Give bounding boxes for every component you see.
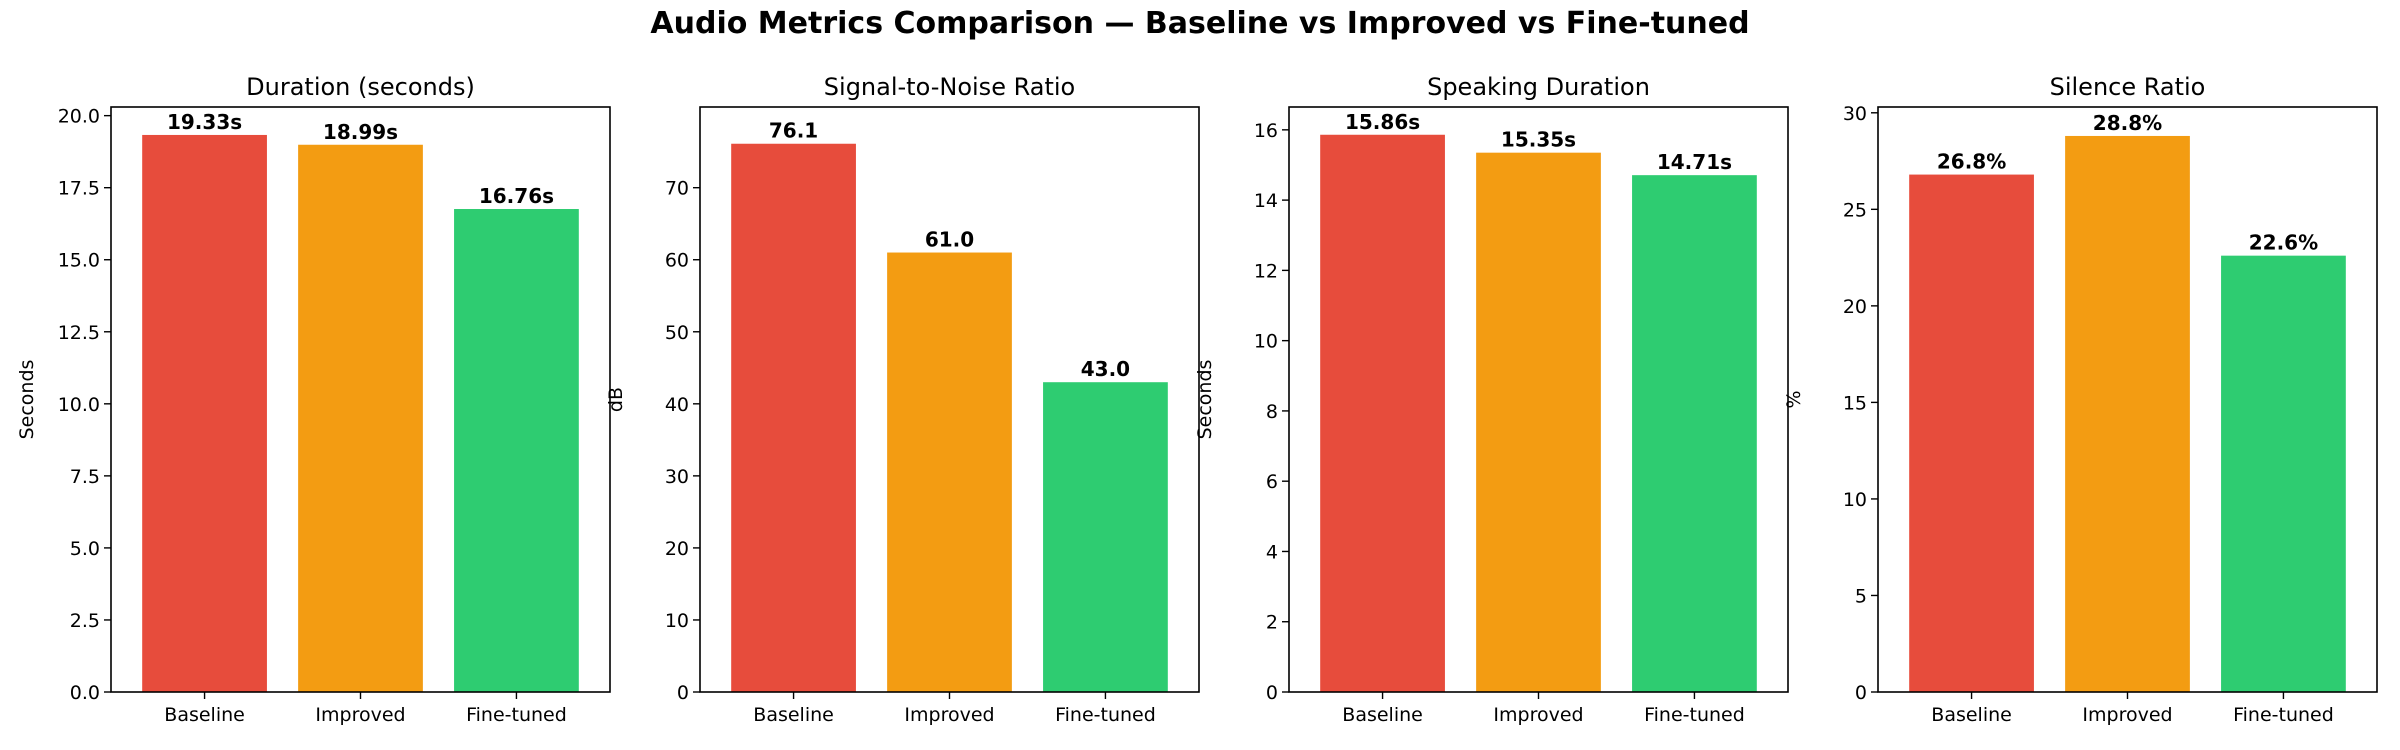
bar-value-label: 15.86s: [1345, 110, 1420, 134]
figure-title: Audio Metrics Comparison — Baseline vs I…: [650, 6, 1750, 41]
y-tick-label: 6: [1266, 471, 1278, 493]
y-tick-label: 2.5: [70, 610, 100, 632]
chart-title: Speaking Duration: [1427, 73, 1650, 101]
y-tick-label: 5: [1855, 585, 1867, 607]
y-tick-label: 15: [1843, 392, 1867, 414]
bar-value-label: 26.8%: [1937, 150, 2006, 174]
y-axis-label: Seconds: [16, 360, 38, 440]
bar-value-label: 28.8%: [2093, 111, 2162, 135]
x-tick-label: Baseline: [164, 704, 245, 726]
bar: [1909, 174, 2034, 692]
x-tick-label: Baseline: [1931, 704, 2012, 726]
y-tick-label: 25: [1843, 199, 1867, 221]
bar-value-label: 61.0: [925, 228, 974, 252]
x-tick-label: Improved: [315, 704, 405, 726]
y-tick-label: 50: [665, 322, 689, 344]
bar-value-label: 15.35s: [1501, 128, 1576, 152]
y-tick-label: 0.0: [70, 682, 100, 704]
y-axis-label: Seconds: [1194, 360, 1216, 440]
y-tick-label: 30: [1843, 103, 1867, 125]
y-tick-label: 12: [1254, 260, 1278, 282]
y-tick-label: 10: [1254, 331, 1278, 353]
bar: [1320, 134, 1445, 692]
y-tick-label: 14: [1254, 190, 1278, 212]
bar-value-label: 22.6%: [2249, 231, 2318, 255]
chart-title: Silence Ratio: [2050, 73, 2206, 101]
y-tick-label: 17.5: [58, 178, 100, 200]
chart-title: Signal-to-Noise Ratio: [824, 73, 1075, 101]
y-tick-label: 16: [1254, 120, 1278, 142]
y-axis-label: dB: [605, 387, 627, 412]
y-tick-label: 4: [1266, 541, 1278, 563]
y-tick-label: 40: [665, 394, 689, 416]
y-tick-label: 2: [1266, 612, 1278, 634]
bar: [142, 134, 267, 693]
y-tick-label: 12.5: [58, 322, 100, 344]
bar-value-label: 18.99s: [323, 120, 398, 144]
bar: [887, 252, 1012, 693]
x-tick-label: Fine-tuned: [1055, 704, 1156, 726]
x-tick-label: Improved: [904, 704, 994, 726]
bar-value-label: 76.1: [769, 119, 818, 143]
y-tick-label: 20: [1843, 296, 1867, 318]
chart-title: Duration (seconds): [246, 73, 475, 101]
y-tick-label: 8: [1266, 401, 1278, 423]
bar: [731, 143, 856, 692]
x-tick-label: Improved: [2082, 704, 2172, 726]
y-tick-label: 5.0: [70, 538, 100, 560]
x-tick-label: Improved: [1493, 704, 1583, 726]
bar: [1476, 152, 1601, 693]
y-axis-label: %: [1783, 390, 1805, 408]
y-tick-label: 7.5: [70, 466, 100, 488]
x-tick-label: Fine-tuned: [1644, 704, 1745, 726]
y-tick-label: 0: [1855, 682, 1867, 704]
y-tick-label: 20.0: [58, 106, 100, 128]
y-tick-label: 10: [665, 610, 689, 632]
bar-value-label: 19.33s: [167, 110, 242, 134]
y-tick-label: 0: [677, 682, 689, 704]
bar: [454, 209, 579, 693]
bar: [1043, 382, 1168, 692]
y-tick-label: 60: [665, 250, 689, 272]
x-tick-label: Baseline: [1342, 704, 1423, 726]
bar-value-label: 16.76s: [479, 184, 554, 208]
y-tick-label: 10: [1843, 489, 1867, 511]
bar-value-label: 14.71s: [1657, 150, 1732, 174]
x-tick-label: Baseline: [753, 704, 834, 726]
y-tick-label: 0: [1266, 682, 1278, 704]
y-tick-label: 70: [665, 178, 689, 200]
y-tick-label: 20: [665, 538, 689, 560]
y-tick-label: 30: [665, 466, 689, 488]
bar-value-label: 43.0: [1081, 357, 1130, 381]
y-tick-label: 10.0: [58, 394, 100, 416]
bar: [2221, 255, 2346, 692]
x-tick-label: Fine-tuned: [466, 704, 567, 726]
bar: [2065, 135, 2190, 693]
x-tick-label: Fine-tuned: [2233, 704, 2334, 726]
bar: [1632, 175, 1757, 692]
y-tick-label: 15.0: [58, 250, 100, 272]
bar: [298, 144, 423, 693]
